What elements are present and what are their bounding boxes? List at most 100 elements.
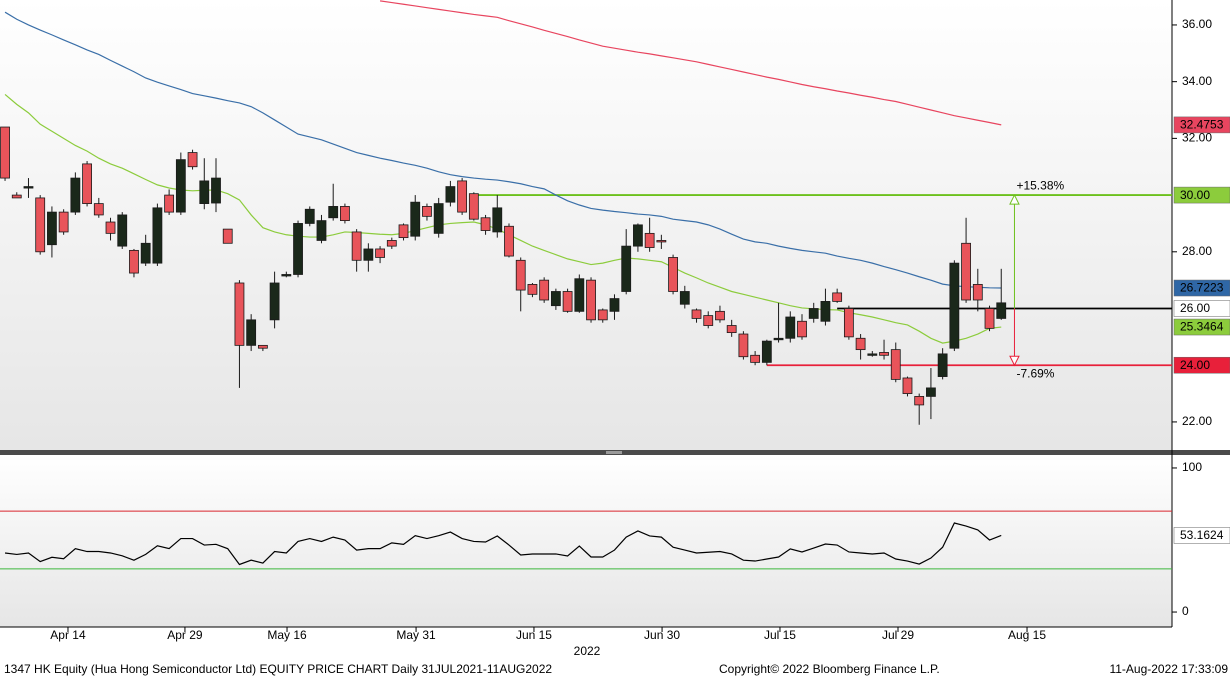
indicator-line — [379, 0, 1002, 126]
candle-body — [199, 180, 210, 204]
candle-body — [808, 308, 819, 319]
candle-body — [914, 396, 925, 406]
y-tick-label: 36.00 — [1182, 17, 1212, 31]
candle-body — [0, 126, 10, 179]
candle-body — [82, 163, 92, 204]
candle-body — [433, 203, 444, 234]
level-label-bg — [1173, 300, 1230, 317]
candle-body — [879, 352, 889, 356]
candle-body — [515, 259, 526, 291]
candle-body — [304, 208, 315, 224]
level-label-bg — [1173, 356, 1230, 374]
candle-body — [527, 284, 538, 295]
candle-body — [562, 291, 573, 312]
candle-body — [668, 257, 678, 292]
candle-body — [550, 291, 561, 307]
last-value-label: 53.1624 — [1180, 528, 1224, 542]
candle-body — [832, 292, 843, 302]
candle-body — [773, 337, 784, 341]
candle-body — [281, 274, 292, 277]
rsi-panel-bg — [0, 455, 1172, 627]
candle-body — [129, 249, 139, 274]
candle-body — [257, 344, 268, 349]
candle-body — [152, 207, 163, 264]
candle-body — [316, 220, 327, 241]
candle-body — [726, 325, 737, 334]
range-arrow-label: -7.69% — [1016, 366, 1054, 380]
candle-body — [761, 340, 772, 363]
candle-body — [890, 349, 901, 380]
candle-body — [117, 214, 128, 247]
candle-body — [293, 223, 303, 275]
level-label-bg — [1173, 186, 1230, 204]
candle-body — [855, 337, 866, 351]
candle-body — [187, 152, 198, 168]
x-tick-label: Aug 15 — [1008, 628, 1046, 642]
last-value-label-bg — [1173, 279, 1230, 297]
candle-body — [164, 194, 175, 213]
last-value-label: 25.3464 — [1180, 320, 1224, 334]
candle-body — [175, 159, 186, 213]
candle-body — [703, 315, 714, 326]
candle-body — [574, 278, 585, 312]
candle-body — [468, 193, 479, 220]
candle-body — [937, 353, 948, 377]
candle-body — [211, 177, 221, 204]
candle-body — [375, 248, 385, 258]
candle-body — [586, 279, 596, 321]
plot-layer: 30.00 26.00 24.00 32.4753 26.7223 25.3464 +15.… — [0, 0, 1230, 642]
candle-body — [621, 245, 632, 292]
candle-body — [539, 279, 550, 301]
x-tick-label: Apr 29 — [167, 628, 203, 642]
level-label: 24.00 — [1180, 358, 1210, 372]
candle-body — [70, 177, 81, 213]
separator-grip — [606, 451, 622, 454]
y-tick-label: 22.00 — [1182, 414, 1212, 428]
last-value-label: 32.4753 — [1180, 118, 1224, 132]
x-tick-label: Jul 29 — [882, 628, 914, 642]
candle-body — [656, 240, 667, 243]
x-tick-label: May 16 — [267, 628, 307, 642]
candle-body — [35, 197, 46, 253]
candle-body — [785, 316, 796, 339]
candle-body — [715, 310, 725, 321]
x-tick-label: Apr 14 — [50, 628, 86, 642]
candle-body — [961, 242, 971, 301]
candle-body — [750, 354, 761, 363]
footer-left: 1347 HK Equity (Hua Hong Semiconductor L… — [4, 662, 552, 676]
candle-body — [140, 242, 151, 264]
candle-body — [926, 387, 936, 397]
candle-body — [93, 203, 104, 216]
candle-body — [691, 309, 702, 319]
price-panel-bg — [0, 0, 1172, 450]
candle-body — [644, 232, 655, 248]
candle-body — [269, 282, 280, 321]
candle-body — [58, 211, 69, 233]
x-axis-year: 2022 — [574, 644, 601, 658]
x-tick-label: Jul 15 — [764, 628, 796, 642]
candle-body — [633, 224, 643, 247]
y-tick-label: 32.00 — [1182, 131, 1212, 145]
candle-body — [984, 308, 995, 329]
level-label: 30.00 — [1180, 188, 1210, 202]
footer-right: 11-Aug-2022 17:33:09 — [1109, 662, 1228, 676]
range-arrow-head — [1009, 193, 1020, 205]
indicator-line — [4, 93, 1002, 344]
candle-body — [105, 221, 116, 234]
candle-body — [867, 353, 878, 356]
candle-body — [445, 186, 456, 203]
candle-body — [609, 298, 620, 312]
candle-body — [738, 333, 749, 358]
candle-body — [797, 320, 807, 338]
candle-body — [222, 228, 233, 244]
candle-body — [328, 206, 339, 219]
last-value-label-bg — [1173, 527, 1230, 544]
y-tick-label: 100 — [1182, 460, 1202, 474]
y-tick-label: 34.00 — [1182, 74, 1212, 88]
range-arrow-head — [1009, 355, 1020, 367]
candle-body — [398, 224, 409, 239]
candle-body — [972, 284, 983, 301]
last-value-label-bg — [1173, 318, 1230, 336]
candle-body — [351, 231, 362, 261]
footer-center: Copyright© 2022 Bloomberg Finance L.P. — [719, 662, 940, 676]
